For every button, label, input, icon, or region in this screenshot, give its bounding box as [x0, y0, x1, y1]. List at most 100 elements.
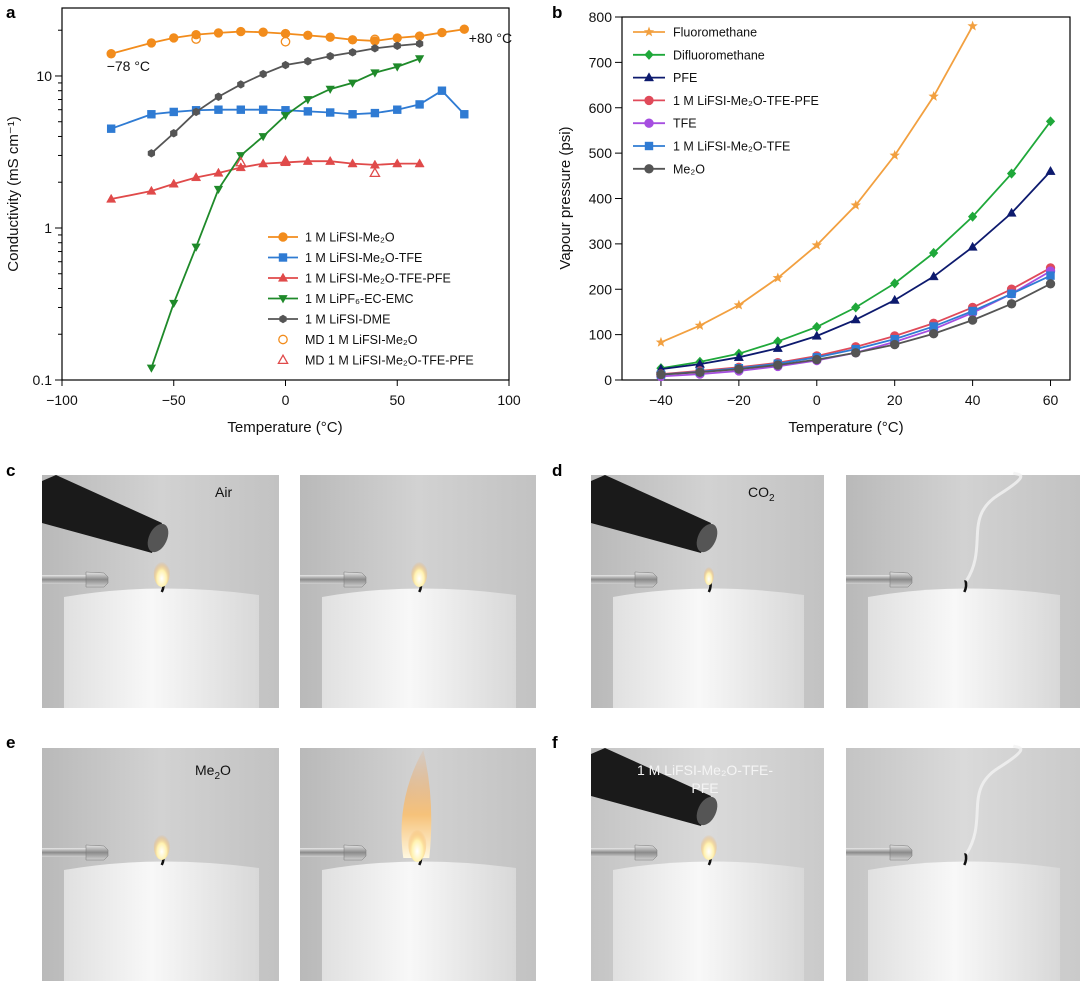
chart-b-xtick-label: 40: [965, 392, 981, 408]
data-point-1-m-lifsi-me-o-tfe-pfe: [106, 193, 117, 203]
legend-label-tfe: TFE: [673, 117, 697, 131]
legend-swatch-marker: [644, 95, 654, 106]
data-point-1-m-lifsi-me-o-tfe: [890, 334, 899, 344]
data-point-pfe: [733, 351, 744, 361]
legend-label-difluoromethane: Difluoromethane: [673, 48, 765, 62]
candle-wick: [963, 852, 968, 866]
data-point-1-m-lifsi-dme: [371, 44, 379, 53]
chart-b-ytick-label: 100: [589, 327, 613, 343]
series-line-1-m-lifsi-me-o-tfe: [660, 274, 1051, 376]
data-point-me-o: [928, 329, 939, 339]
data-point-1-m-lifsi-me-o-tfe-pfe: [213, 167, 224, 177]
chart-a-xtick-label: 0: [282, 392, 290, 408]
data-point-1-m-lifsi-dme: [192, 107, 200, 117]
photo-d-label: CO2: [748, 484, 775, 504]
data-point-1-m-lifsi-dme: [237, 80, 245, 89]
chart-b-xtick-label: 20: [887, 392, 903, 408]
data-point-fluoromethane: [733, 299, 745, 310]
data-point-pfe: [1006, 207, 1017, 217]
gas-nozzle: [300, 575, 344, 584]
flame: [700, 832, 717, 860]
series-line-1-m-lifsi-me-o-tfe-pfe: [110, 160, 420, 200]
flame-core: [408, 826, 427, 862]
data-point-1-m-lifsi-me-o-tfe: [214, 105, 223, 114]
chart-a-ytick-label: 10: [36, 68, 52, 84]
data-point-1-m-lipf-ec-emc: [280, 112, 291, 121]
photo-7: [591, 748, 824, 981]
data-point-1-m-lipf-ec-emc: [213, 185, 224, 195]
legend-swatch-marker: [644, 164, 654, 174]
chart-b-xtick-label: 0: [813, 392, 821, 408]
data-point-pfe: [811, 330, 822, 340]
candle: [64, 588, 259, 708]
data-point-1-m-lifsi-me-o-tfe: [258, 105, 268, 114]
data-point-1-m-lifsi-me-o: [347, 35, 358, 45]
gas-nozzle: [42, 575, 86, 584]
legend-swatch-marker: [277, 353, 289, 365]
data-point-1-m-lifsi-me-o-tfe: [303, 107, 313, 116]
data-point-1-m-lifsi-me-o: [169, 33, 179, 43]
data-point-1-m-lifsi-me-o-tfe-pfe: [325, 155, 336, 165]
photo-2: [300, 475, 536, 708]
data-point-1-m-lifsi-me-o-tfe: [281, 106, 290, 115]
legend-swatch-marker: [278, 232, 288, 242]
data-point-1-m-lifsi-dme: [304, 57, 312, 66]
data-point-me-o: [734, 364, 744, 374]
data-point-difluoromethane: [773, 336, 783, 347]
legend-label-1-m-lipf-ec-emc: 1 M LiPF₆-EC-EMC: [305, 292, 414, 306]
data-point-pfe: [772, 342, 783, 352]
data-point-difluoromethane: [812, 321, 822, 332]
legend-swatch-marker: [277, 272, 289, 282]
data-point-me-o: [1045, 279, 1056, 289]
legend-label-fluoromethane: Fluoromethane: [673, 26, 757, 40]
data-point-difluoromethane: [851, 302, 861, 313]
chart-a-ylabel: Conductivity (mS cm⁻¹): [5, 116, 22, 271]
data-point-me-o: [812, 354, 822, 365]
chart-b-ytick-label: 500: [589, 145, 613, 161]
data-point-fluoromethane: [928, 90, 939, 101]
data-point-md-1-m-lifsi-me-o: [370, 34, 380, 45]
candle: [868, 588, 1060, 708]
panel-label-e: e: [6, 733, 15, 752]
series-line-1-m-lifsi-me-o: [110, 28, 465, 55]
legend-label-1-m-lifsi-me-o: 1 M LiFSI-Me₂O: [305, 231, 395, 245]
data-point-difluoromethane: [1045, 116, 1056, 127]
data-point-me-o: [967, 315, 978, 325]
legend-swatch-marker: [643, 72, 655, 82]
lighter: [591, 475, 711, 553]
data-point-1-m-lifsi-me-o: [146, 38, 157, 48]
data-point-fluoromethane: [967, 20, 978, 31]
data-point-1-m-lifsi-me-o-tfe: [393, 105, 402, 114]
data-point-fluoromethane: [772, 272, 784, 283]
panel-label-a: a: [6, 3, 16, 22]
data-point-1-m-lipf-ec-emc: [370, 69, 380, 78]
data-point-1-m-lifsi-me-o: [414, 31, 425, 41]
legend-swatch-marker: [644, 49, 654, 60]
lighter-tip: [696, 796, 718, 826]
gas-nozzle: [846, 848, 890, 857]
legend-label-1-m-lifsi-me-o-tfe: 1 M LiFSI-Me₂O-TFE: [305, 251, 422, 265]
data-point-me-o: [695, 367, 705, 377]
data-point-1-m-lifsi-me-o-tfe: [147, 110, 156, 119]
data-point-1-m-lifsi-me-o-tfe: [968, 306, 977, 316]
nozzle-tip: [634, 571, 658, 588]
data-point-1-m-lipf-ec-emc: [236, 152, 246, 161]
photo-3: [591, 475, 824, 708]
photo-1: [42, 475, 279, 708]
data-point-1-m-lifsi-me-o: [236, 26, 246, 37]
legend-swatch-marker: [279, 314, 287, 324]
legend-swatch-marker: [278, 295, 288, 304]
data-point-1-m-lifsi-dme: [259, 69, 267, 79]
nozzle-tip: [889, 571, 913, 588]
chart-b-xlabel: Temperature (°C): [788, 419, 903, 436]
panel-label-c: c: [6, 461, 15, 480]
data-point-1-m-lifsi-dme: [147, 149, 156, 158]
data-point-1-m-lifsi-dme: [214, 92, 223, 101]
legend-label-1-m-lifsi-me-o-tfe-pfe: 1 M LiFSI-Me₂O-TFE-PFE: [673, 94, 819, 108]
nozzle-tip: [889, 844, 913, 861]
flame: [153, 559, 170, 587]
panel-label-b: b: [552, 3, 562, 22]
data-point-1-m-lifsi-me-o-tfe-pfe: [302, 155, 313, 165]
data-point-1-m-lifsi-me-o-tfe-pfe: [191, 172, 202, 182]
